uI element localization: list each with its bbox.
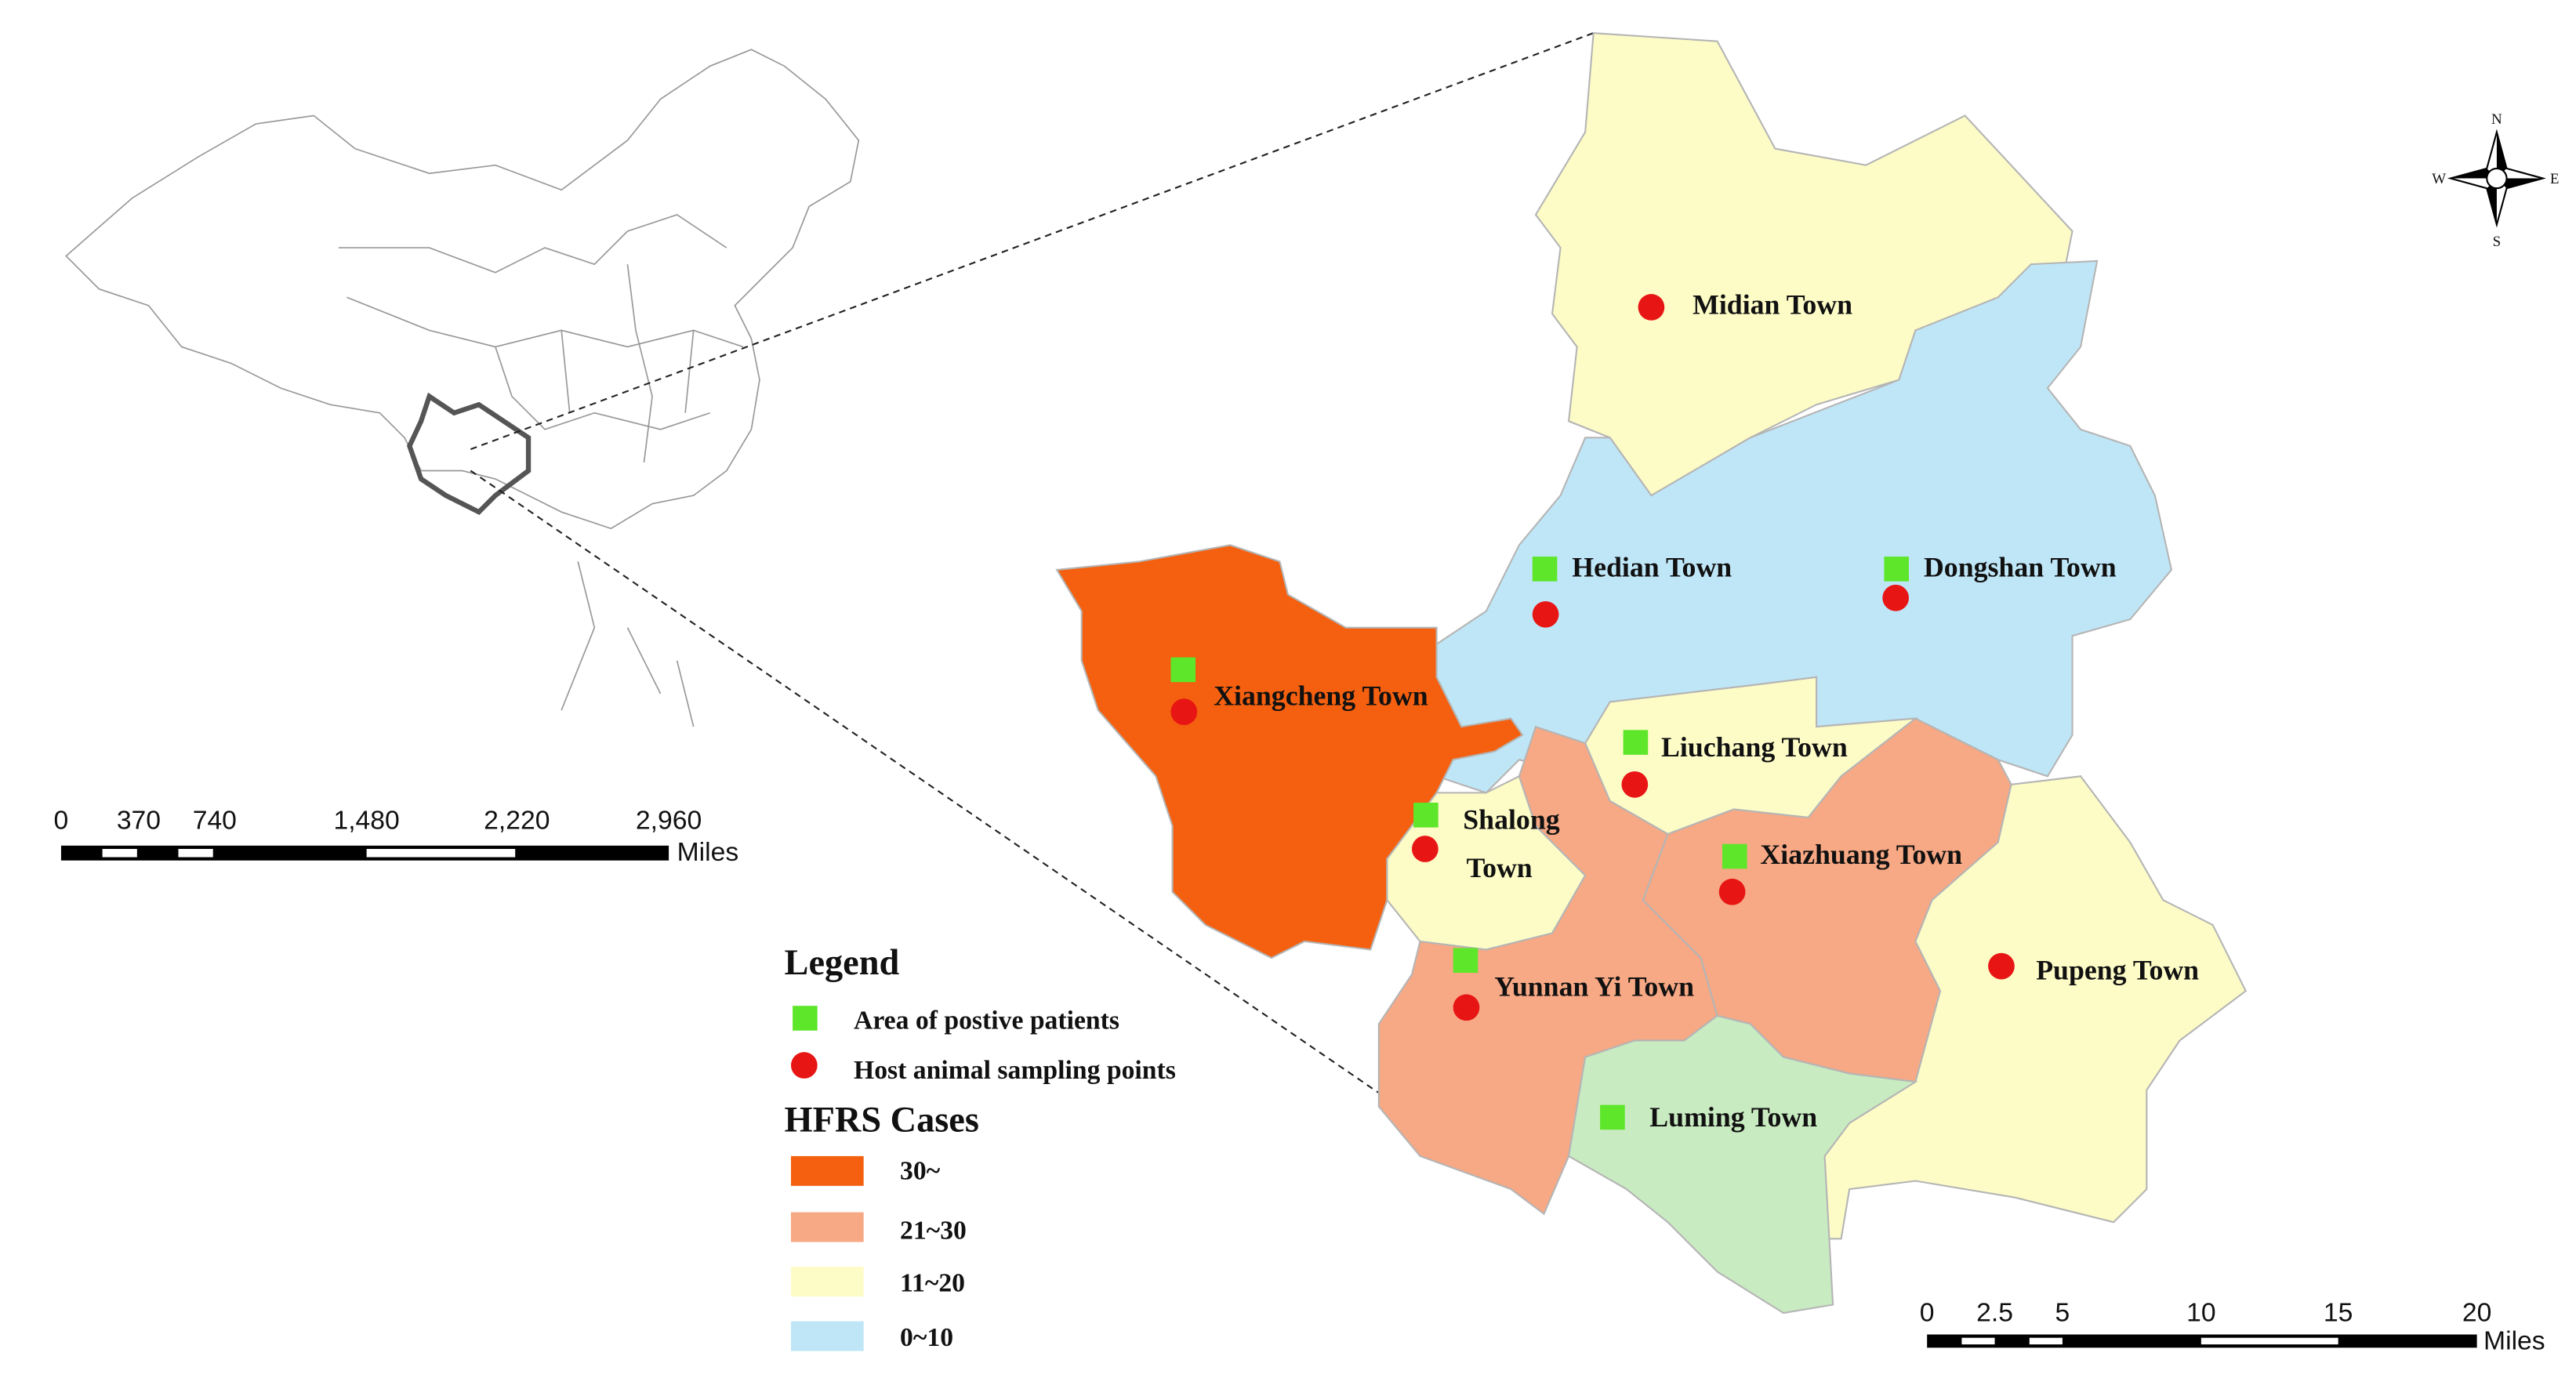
scale-label: 0 <box>1920 1298 1935 1328</box>
scale-label: 15 <box>2324 1298 2353 1328</box>
sampling-point <box>1988 952 2015 980</box>
positive-area <box>1413 803 1439 828</box>
inset-yunnan <box>406 392 532 516</box>
inset-scale: 0 370 740 1,480 2,220 2,960 Miles <box>54 806 739 867</box>
sampling-point <box>1453 994 1480 1021</box>
positive-area <box>1532 557 1558 582</box>
legend-label: Host animal sampling points <box>854 1056 1176 1085</box>
positive-area <box>1170 657 1196 683</box>
compass: N S E W <box>2432 111 2559 250</box>
legend-title: Legend <box>785 943 900 983</box>
legend-swatch <box>790 1155 864 1186</box>
positive-area <box>1600 1104 1625 1130</box>
positive-area <box>1722 843 1747 869</box>
regions <box>1055 32 2248 1315</box>
scale-unit: Miles <box>2483 1326 2545 1355</box>
inset-china <box>65 49 860 727</box>
legend-square <box>793 1006 818 1031</box>
town-label: Midian Town <box>1693 288 1852 320</box>
sampling-point <box>1170 698 1198 725</box>
legend-swatch <box>790 1321 864 1351</box>
town-label: Luming Town <box>1649 1101 1817 1133</box>
markers <box>1170 294 2015 1130</box>
legend-label: 21~30 <box>900 1216 967 1245</box>
town-label: Pupeng Town <box>2036 954 2199 985</box>
region-midian <box>1534 32 2073 497</box>
scale-label: 2.5 <box>1976 1298 2013 1328</box>
compass-label: W <box>2432 171 2446 187</box>
town-label: Hedian Town <box>1572 551 1732 582</box>
compass-label: S <box>2493 234 2502 250</box>
town-label: Shalong <box>1463 804 1559 836</box>
main-scale: 0 2.5 5 10 15 20 Miles <box>1920 1298 2545 1356</box>
legend-swatch <box>790 1267 864 1297</box>
scale-label: 370 <box>117 806 161 836</box>
scale-label: 740 <box>193 806 237 836</box>
region-pupeng <box>1807 775 2248 1240</box>
town-label: Xiazhuang Town <box>1760 839 1962 870</box>
scale-label: 20 <box>2462 1298 2491 1328</box>
scale-label: 0 <box>54 806 69 836</box>
compass-label: E <box>2550 171 2560 187</box>
legend-label: 30~ <box>900 1156 941 1185</box>
town-label: Town <box>1466 852 1532 883</box>
sampling-point <box>1621 771 1649 798</box>
positive-area <box>1884 557 1910 582</box>
compass-label: N <box>2491 111 2502 128</box>
scale-label: 2,220 <box>484 806 550 836</box>
legend-circle <box>790 1052 818 1079</box>
legend-label: 0~10 <box>900 1323 953 1352</box>
positive-area <box>1453 948 1478 974</box>
zoom-line <box>470 470 1405 1111</box>
town-label: Xiangcheng Town <box>1214 680 1428 712</box>
sampling-point <box>1882 584 1910 611</box>
legend-label: Area of postive patients <box>854 1006 1119 1035</box>
legend-swatch <box>790 1212 864 1242</box>
legend-label: 11~20 <box>900 1269 965 1298</box>
scale-label: 10 <box>2186 1298 2215 1328</box>
scale-label: 2,960 <box>636 806 702 836</box>
scale-label: 5 <box>2055 1298 2070 1328</box>
legend-title: HFRS Cases <box>785 1100 979 1140</box>
region-luming <box>1567 1014 1918 1315</box>
sampling-point <box>1638 294 1665 321</box>
sampling-point <box>1532 600 1559 628</box>
town-label: Liuchang Town <box>1661 731 1848 763</box>
sampling-point <box>1718 878 1746 905</box>
positive-area <box>1623 730 1649 755</box>
sampling-point <box>1411 836 1439 862</box>
legend: Legend Area of postive patients Host ani… <box>785 943 1176 1352</box>
town-label: Dongshan Town <box>1924 551 2117 582</box>
town-labels: Midian Town Hedian Town Dongshan Town Xi… <box>1214 288 2199 1133</box>
scale-label: 1,480 <box>333 806 399 836</box>
zoom-line <box>470 32 1595 451</box>
town-label: Yunnan Yi Town <box>1494 971 1694 1003</box>
scale-unit: Miles <box>677 837 739 867</box>
